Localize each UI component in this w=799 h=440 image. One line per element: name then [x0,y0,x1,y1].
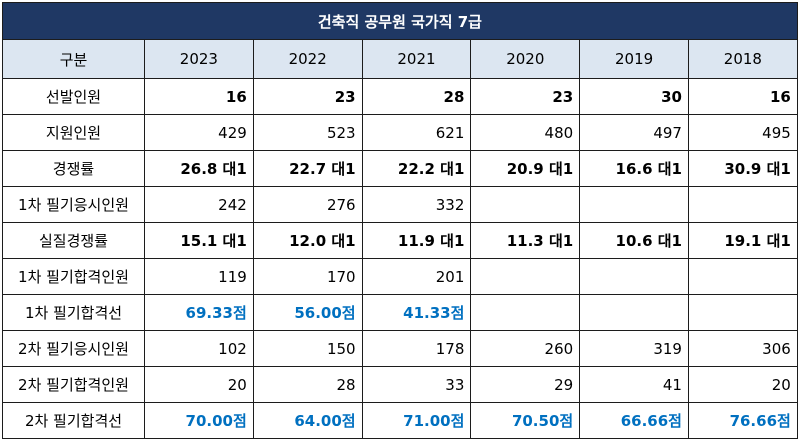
row-second-exam-passers: 2차 필기합격인원 20 28 33 29 41 20 [2,366,798,403]
table-cell: 119 [144,258,254,295]
table-cell: 66.66점 [579,402,689,439]
table-cell: 16.6 대1 [579,150,689,187]
table-cell: 102 [144,330,254,367]
row-first-exam-passers: 1차 필기합격인원 119 170 201 [2,258,798,295]
row-label: 2차 필기합격선 [2,402,145,439]
table-cell: 15.1 대1 [144,222,254,259]
table-cell: 480 [470,114,581,151]
row-first-exam-takers: 1차 필기응시인원 242 276 332 [2,186,798,223]
table-cell: 11.9 대1 [361,222,472,259]
table-title: 건축직 공무원 국가직 7급 [2,2,798,40]
table-cell: 429 [144,114,254,151]
table-cell: 76.66점 [687,402,798,439]
row-label: 1차 필기합격선 [2,294,145,331]
table-cell [579,258,689,295]
table-cell: 170 [252,258,363,295]
table-cell: 178 [361,330,472,367]
table-cell: 33 [361,366,472,403]
table-cell: 276 [252,186,363,223]
row-label: 2차 필기응시인원 [2,330,145,367]
table-cell: 19.1 대1 [687,222,798,259]
row-first-exam-cutoff: 1차 필기합격선 69.33점 56.00점 41.33점 [2,294,798,331]
table-cell: 242 [144,186,254,223]
table-cell: 621 [361,114,472,151]
table-cell [687,294,798,331]
table-cell: 260 [470,330,581,367]
table-cell [470,186,581,223]
table-cell: 28 [252,366,363,403]
year-header-2018: 2018 [687,39,798,79]
table-cell: 70.50점 [470,402,581,439]
table-cell: 30 [579,78,689,115]
table-cell: 20 [687,366,798,403]
header-row: 구분 2023 2022 2021 2020 2019 2018 [2,39,798,79]
table-cell: 11.3 대1 [470,222,581,259]
row-label: 실질경쟁률 [2,222,145,259]
row-second-exam-takers: 2차 필기응시인원 102 150 178 260 319 306 [2,330,798,367]
table-cell [687,258,798,295]
table-cell: 22.2 대1 [361,150,472,187]
table-cell: 16 [144,78,254,115]
year-header-2022: 2022 [252,39,363,79]
table-cell: 10.6 대1 [579,222,689,259]
table-cell: 150 [252,330,363,367]
table-cell: 20.9 대1 [470,150,581,187]
table-cell [470,258,581,295]
table-cell: 64.00점 [252,402,363,439]
row-label: 2차 필기합격인원 [2,366,145,403]
row-label: 선발인원 [2,78,145,115]
table-cell [579,294,689,331]
table-cell: 70.00점 [144,402,254,439]
table-cell: 495 [687,114,798,151]
table-cell: 71.00점 [361,402,472,439]
table-cell [470,294,581,331]
row-label: 경쟁률 [2,150,145,187]
table-cell: 523 [252,114,363,151]
year-header-2023: 2023 [144,39,254,79]
table-cell [687,186,798,223]
table-cell: 26.8 대1 [144,150,254,187]
table-cell: 30.9 대1 [687,150,798,187]
table-cell: 41.33점 [361,294,472,331]
table-cell: 319 [579,330,689,367]
table-cell: 23 [252,78,363,115]
table-cell: 56.00점 [252,294,363,331]
table-cell: 23 [470,78,581,115]
table-cell [579,186,689,223]
table-cell: 12.0 대1 [252,222,363,259]
table-cell: 16 [687,78,798,115]
title-row: 건축직 공무원 국가직 7급 [2,2,798,40]
row-second-exam-cutoff: 2차 필기합격선 70.00점 64.00점 71.00점 70.50점 66.… [2,402,798,439]
year-header-2019: 2019 [579,39,689,79]
table-cell: 41 [579,366,689,403]
table-cell: 29 [470,366,581,403]
row-applicants: 지원인원 429 523 621 480 497 495 [2,114,798,151]
row-selected-count: 선발인원 16 23 28 23 30 16 [2,78,798,115]
table-cell: 20 [144,366,254,403]
year-header-2021: 2021 [361,39,472,79]
table-cell: 497 [579,114,689,151]
row-label: 1차 필기응시인원 [2,186,145,223]
table-cell: 22.7 대1 [252,150,363,187]
year-header-2020: 2020 [470,39,581,79]
row-actual-competition-ratio: 실질경쟁률 15.1 대1 12.0 대1 11.9 대1 11.3 대1 10… [2,222,798,259]
table-cell: 306 [687,330,798,367]
table-cell: 332 [361,186,472,223]
row-label: 1차 필기합격인원 [2,258,145,295]
table-cell: 28 [361,78,472,115]
row-competition-ratio: 경쟁률 26.8 대1 22.7 대1 22.2 대1 20.9 대1 16.6… [2,150,798,187]
table-cell: 201 [361,258,472,295]
table-cell: 69.33점 [144,294,254,331]
row-label: 지원인원 [2,114,145,151]
category-header: 구분 [2,39,145,79]
